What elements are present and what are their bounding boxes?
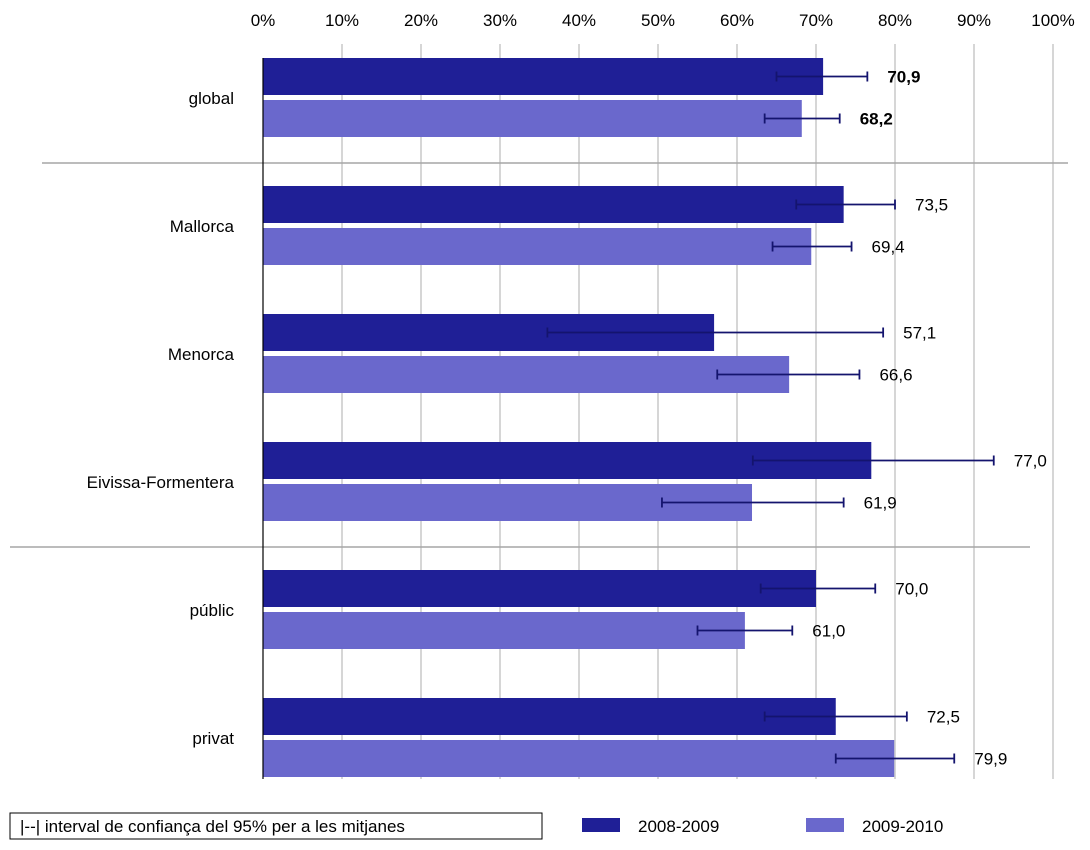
value-label: 66,6 bbox=[879, 366, 912, 385]
value-label: 70,0 bbox=[895, 580, 928, 599]
category-label: Menorca bbox=[168, 345, 235, 364]
legend-note-box bbox=[9, 812, 543, 840]
category-label: Mallorca bbox=[170, 217, 235, 236]
value-label: 69,4 bbox=[872, 238, 905, 257]
x-tick-label: 10% bbox=[325, 11, 359, 30]
category-label: públic bbox=[190, 601, 235, 620]
value-label: 77,0 bbox=[1014, 452, 1047, 471]
category-label: privat bbox=[192, 729, 234, 748]
category-labels: global Mallorca Menorca Eivissa-Formentera p… bbox=[87, 89, 235, 748]
x-tick-label: 90% bbox=[957, 11, 991, 30]
legend-label-2008-2009: 2008-2009 bbox=[638, 817, 719, 836]
bar bbox=[263, 100, 802, 137]
category-label: Eivissa-Formentera bbox=[87, 473, 235, 492]
bars bbox=[263, 58, 895, 777]
bar bbox=[263, 698, 836, 735]
x-tick-label: 40% bbox=[562, 11, 596, 30]
bar bbox=[263, 612, 745, 649]
x-tick-label: 0% bbox=[251, 11, 276, 30]
bar bbox=[263, 356, 790, 393]
x-tick-label: 80% bbox=[878, 11, 912, 30]
x-tick-label: 100% bbox=[1031, 11, 1074, 30]
bar bbox=[263, 58, 824, 95]
bar bbox=[263, 228, 812, 265]
value-label: 68,2 bbox=[860, 110, 893, 129]
x-tick-labels: 0% 10% 20% 30% 40% 50% 60% 70% 80% 90% 100% bbox=[251, 11, 1075, 30]
value-label: 57,1 bbox=[903, 324, 936, 343]
x-tick-label: 50% bbox=[641, 11, 675, 30]
legend-label-2009-2010: 2009-2010 bbox=[862, 817, 943, 836]
error-bars bbox=[546, 71, 995, 764]
bar bbox=[263, 186, 844, 223]
legend: |--| interval de confiança del 95% per a… bbox=[9, 812, 943, 840]
legend-swatch-2009-2010 bbox=[806, 818, 844, 832]
value-label: 61,9 bbox=[864, 494, 897, 513]
x-tick-label: 70% bbox=[799, 11, 833, 30]
value-labels: 70,9 68,2 73,5 69,4 57,1 66,6 77,0 61,9 70,0 61,0… bbox=[812, 68, 1047, 769]
value-label: 72,5 bbox=[927, 708, 960, 727]
bar bbox=[263, 740, 895, 777]
x-tick-label: 20% bbox=[404, 11, 438, 30]
group-separators bbox=[10, 162, 1068, 548]
category-label: global bbox=[189, 89, 234, 108]
x-tick-label: 30% bbox=[483, 11, 517, 30]
value-label: 79,9 bbox=[974, 750, 1007, 769]
legend-swatch-2008-2009 bbox=[582, 818, 620, 832]
bar bbox=[263, 570, 816, 607]
value-label: 61,0 bbox=[812, 622, 845, 641]
x-tick-label: 60% bbox=[720, 11, 754, 30]
legend-note-text: |--| interval de confiança del 95% per a… bbox=[20, 817, 405, 836]
gridlines bbox=[341, 44, 1054, 779]
value-label: 73,5 bbox=[915, 196, 948, 215]
value-label: 70,9 bbox=[887, 68, 920, 87]
